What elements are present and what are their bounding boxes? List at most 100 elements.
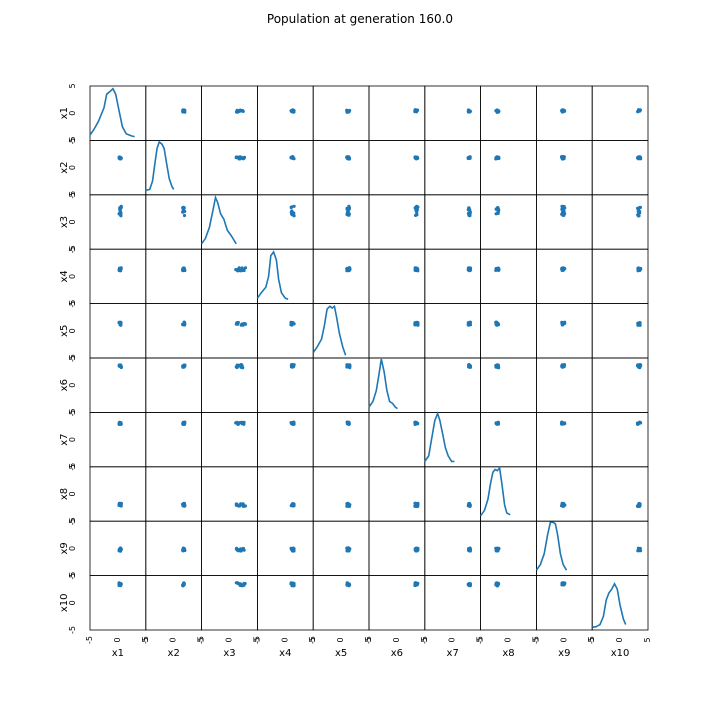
subplot-frame	[201, 466, 258, 522]
x-tick-label: 0	[615, 637, 624, 642]
scatter-point	[414, 548, 418, 552]
subplot-frame	[480, 411, 537, 468]
subplot-frame	[256, 139, 314, 196]
scatter-point	[118, 364, 122, 368]
scatter-point	[495, 421, 499, 425]
subplot-frame	[89, 194, 147, 250]
scatter-point	[181, 268, 185, 272]
scatter-point	[413, 110, 417, 114]
y-axis-label: x10	[59, 593, 70, 612]
scatter-point	[118, 502, 122, 506]
subplot-frame	[145, 248, 203, 304]
scatter-point	[118, 546, 123, 550]
subplot-frame	[424, 85, 481, 141]
subplot-frame	[536, 85, 593, 141]
y-tick-label: 0	[68, 111, 77, 116]
scatter-point	[468, 210, 472, 214]
subplot-frame	[201, 85, 258, 141]
y-axis-label: x6	[59, 379, 70, 391]
scatter-point	[182, 421, 187, 425]
kde-curve	[145, 140, 175, 192]
subplot-frame	[424, 303, 481, 359]
x-tick-label: 5	[587, 637, 596, 642]
subplot-frame	[201, 575, 258, 631]
scatter-point	[290, 205, 294, 209]
scatter-point	[243, 266, 248, 270]
subplot-frame	[145, 520, 203, 577]
scatter-point	[636, 109, 640, 113]
x-tick-label: -5	[587, 636, 596, 644]
subplot-frame	[89, 139, 147, 196]
x-axis-label: x4	[279, 648, 291, 659]
scatter-point	[562, 209, 566, 213]
subplot-frame	[256, 411, 314, 468]
y-tick-label: -5	[68, 408, 77, 416]
subplot-frame	[536, 303, 593, 359]
y-tick-label: 0	[68, 219, 77, 224]
y-tick-label: 0	[68, 437, 77, 442]
scatter-point	[560, 420, 564, 425]
y-tick-label: 0	[68, 328, 77, 333]
subplot-frame	[480, 248, 537, 304]
scatter-point	[346, 156, 350, 160]
scatter-point	[183, 108, 187, 112]
subplot-frame	[591, 139, 649, 196]
subplot-frame	[591, 466, 649, 522]
subplot-frame	[424, 466, 481, 522]
scatter-point	[497, 366, 501, 370]
y-tick-label: -5	[68, 517, 77, 525]
scatter-point	[560, 156, 564, 160]
scatter-point	[638, 503, 642, 508]
x-tick-label: 5	[531, 637, 540, 642]
kde-curve	[368, 358, 398, 410]
x-tick-label: -5	[531, 636, 540, 644]
scatter-point	[638, 205, 643, 209]
y-tick-label: 0	[68, 546, 77, 551]
x-tick-label: 0	[559, 637, 568, 642]
scatter-point	[345, 269, 349, 273]
x-tick-label: -5	[476, 636, 485, 644]
x-axis-label: x3	[223, 648, 235, 659]
subplot-frame	[480, 520, 537, 577]
scatter-point	[638, 421, 642, 425]
x-axis-label: x5	[335, 648, 347, 659]
y-tick-label: 5	[68, 464, 77, 469]
scatter-point	[181, 549, 185, 553]
subplot-frame	[480, 194, 537, 250]
scatter-point	[560, 503, 564, 507]
y-tick-label: 0	[68, 491, 77, 496]
scatter-point	[416, 503, 420, 507]
x-axis-label: x2	[168, 648, 180, 659]
y-axis-label: x5	[59, 325, 70, 337]
subplot-frame	[536, 194, 593, 250]
y-tick-label: -5	[68, 354, 77, 362]
subplot-frame	[312, 139, 370, 196]
scatter-point	[637, 267, 641, 271]
scatter-point	[237, 157, 241, 161]
scatter-point	[117, 420, 122, 424]
y-tick-label: 5	[68, 192, 77, 197]
scatter-point	[468, 364, 472, 368]
x-tick-label: 5	[252, 637, 261, 642]
y-tick-label: -5	[68, 626, 77, 634]
subplot-frame	[312, 303, 370, 359]
scatter-point	[637, 323, 641, 327]
subplot-frame	[145, 85, 203, 141]
subplot-frame	[145, 411, 203, 468]
subplot-frame	[480, 303, 537, 359]
scatter-point	[235, 421, 239, 425]
x-tick-label: 0	[448, 637, 457, 642]
subplot-frame	[89, 303, 147, 359]
subplot-frame	[256, 248, 314, 304]
scatter-point	[118, 323, 122, 327]
scatter-point	[562, 109, 567, 113]
kde-curve	[535, 521, 568, 571]
scatter-point	[117, 268, 121, 272]
x-axis-label: x7	[447, 648, 459, 659]
scatter-point	[345, 110, 350, 114]
scatter-point	[468, 266, 473, 270]
scatter-point	[494, 212, 498, 216]
scatter-point	[636, 213, 640, 217]
subplot-frame	[591, 248, 649, 304]
chart-title: Population at generation 160.0	[266, 12, 454, 26]
